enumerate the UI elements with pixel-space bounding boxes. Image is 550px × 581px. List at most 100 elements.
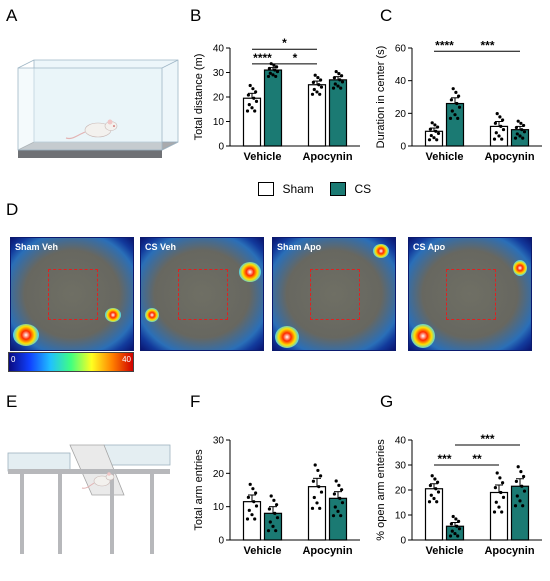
data-point (317, 83, 321, 87)
data-point (522, 123, 526, 128)
data-point (267, 66, 271, 71)
y-tick-label: 20 (395, 109, 407, 120)
data-point (457, 105, 462, 109)
y-tick-label: 40 (395, 436, 407, 447)
data-point (455, 524, 459, 528)
data-point (521, 504, 525, 508)
y-tick-label: 0 (400, 536, 406, 547)
x-tick-label-vehicle: Vehicle (426, 151, 464, 163)
data-point (334, 479, 338, 483)
data-point (336, 84, 340, 88)
data-point (519, 121, 523, 125)
data-point (495, 471, 499, 475)
data-point (434, 487, 438, 491)
data-point (454, 90, 458, 94)
data-point (332, 76, 336, 80)
data-point (435, 500, 439, 504)
significance-label: *** (480, 38, 494, 52)
mouse-icon (81, 472, 115, 489)
data-point (339, 86, 343, 90)
data-point (250, 106, 254, 110)
significance-label: *** (480, 432, 494, 446)
data-point (498, 476, 502, 480)
data-point (514, 479, 518, 483)
data-point (436, 125, 440, 129)
data-point (521, 136, 525, 140)
data-point (250, 513, 254, 517)
y-tick-label: 10 (213, 117, 225, 128)
center-zone (445, 269, 497, 320)
data-point (253, 109, 257, 113)
open-arm-entries-chart: 0 10 20 30 40 % open arm enteries Vehicle Apocy… (375, 432, 542, 557)
data-point (275, 70, 280, 74)
data-point (316, 468, 320, 473)
y-tick-label: 40 (395, 76, 407, 87)
data-point (516, 465, 520, 469)
data-point (520, 484, 524, 488)
data-point (252, 500, 256, 504)
data-point (428, 483, 432, 488)
data-point (448, 534, 453, 538)
data-point (433, 477, 437, 481)
heatmap-colorbar: 0 40 (8, 352, 134, 372)
data-point (338, 78, 342, 82)
data-point (518, 134, 522, 138)
data-point (315, 90, 319, 94)
data-point (451, 514, 455, 519)
data-point (522, 474, 526, 479)
legend-item-cs: CS (330, 180, 371, 198)
data-point (457, 519, 461, 523)
data-point (457, 94, 461, 98)
total-distance-chart: 0 10 20 30 40 Total distance (m) Vehicle Apocyn… (193, 36, 360, 163)
y-tick-label: 10 (213, 502, 225, 513)
y-axis-label: % open arm enteries (375, 439, 387, 541)
significance-label: * (293, 51, 298, 65)
bar-sham-vehicle (424, 488, 444, 541)
data-point (492, 510, 497, 514)
data-point (340, 80, 345, 84)
y-axis-label: Total distance (m) (193, 54, 205, 141)
duration-in-center-chart: 0 20 40 60 Duration in center (s) Vehicle Apoc… (375, 38, 542, 163)
data-point (430, 121, 434, 125)
data-point (254, 99, 259, 104)
data-point (275, 65, 279, 69)
data-point (434, 129, 438, 133)
bar-sham-vehicle (242, 97, 262, 147)
y-tick-label: 30 (213, 436, 225, 447)
data-point (272, 498, 276, 502)
x-tick-label-vehicle: Vehicle (426, 545, 464, 557)
data-point (273, 511, 277, 515)
y-tick-label: 0 (218, 536, 224, 547)
data-point (428, 127, 432, 131)
x-tick-label-apocynin: Apocynin (484, 545, 534, 557)
data-point (245, 109, 250, 113)
data-point (429, 493, 433, 497)
panel-label-e: E (6, 392, 18, 411)
bar-cs-vehicle (445, 102, 465, 147)
data-point (271, 524, 275, 528)
colorbar-gradient (8, 352, 134, 372)
open-field-illustration (17, 59, 179, 158)
data-point (310, 92, 315, 96)
data-point (515, 494, 519, 498)
data-point (457, 527, 462, 531)
data-point (449, 522, 453, 526)
significance-label: ** (472, 452, 482, 466)
data-point (433, 123, 437, 127)
data-point (275, 516, 280, 520)
data-point (494, 500, 498, 504)
data-point (495, 112, 499, 116)
data-point (427, 138, 432, 142)
x-tick-label-apocynin: Apocynin (302, 545, 352, 557)
data-point (254, 491, 258, 495)
data-point (274, 529, 278, 533)
heatmap-cs-apo: CS Apo (408, 237, 532, 351)
data-point (454, 517, 458, 521)
data-point (500, 510, 504, 514)
data-point (435, 138, 439, 142)
data-point (248, 482, 252, 486)
data-point (275, 503, 279, 507)
data-point (333, 82, 337, 86)
data-point (497, 134, 501, 138)
data-point (274, 74, 278, 79)
